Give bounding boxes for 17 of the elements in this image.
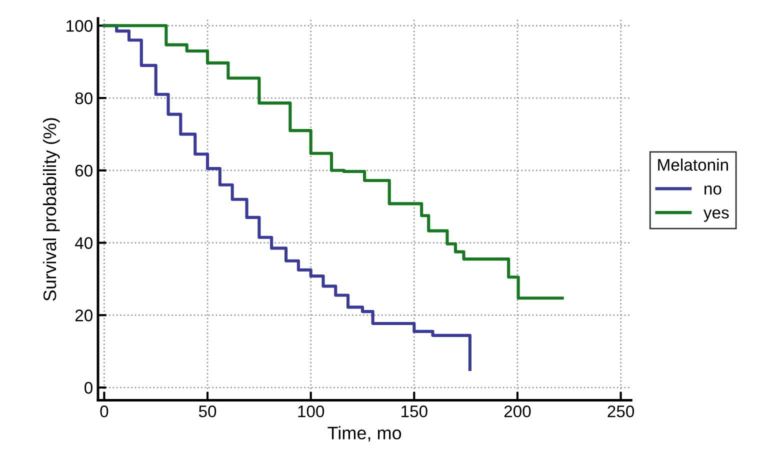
y-tick-label: 20 [75,310,92,322]
x-tick-label: 250 [608,406,634,418]
x-tick-label: 50 [198,406,216,418]
y-tick-label: 40 [74,237,92,249]
x-tick-label: 200 [504,406,531,418]
x-tick-label: 100 [298,406,324,418]
x-tick-label: 0 [100,406,108,418]
x-axis-title: Time, mo [328,426,402,442]
y-axis-title: Survival probability (%) [42,118,60,301]
y-tick-label: 100 [66,20,92,32]
legend-label: no [704,186,722,195]
y-tick-label: 0 [84,382,92,394]
y-tick-label: 60 [75,164,92,177]
y-tick-label: 80 [75,92,92,104]
legend-title: Melatonin [658,158,728,171]
x-tick-label: 150 [402,406,428,418]
legend-label: yes [703,209,729,222]
